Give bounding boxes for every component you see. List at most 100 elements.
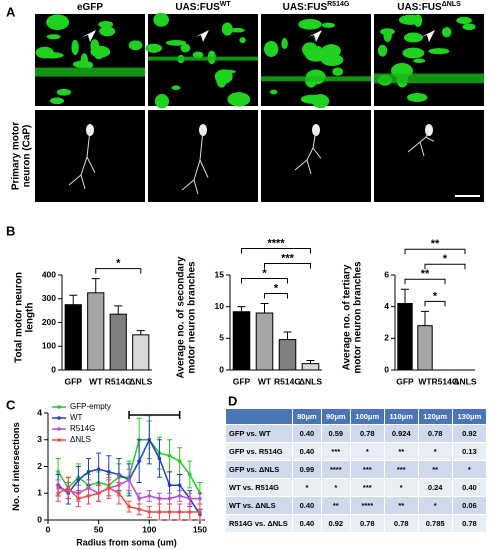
significance-range bbox=[128, 411, 181, 419]
table-cell: * bbox=[451, 460, 488, 479]
point bbox=[137, 507, 141, 512]
bar bbox=[417, 325, 433, 371]
cell-blob bbox=[305, 48, 328, 62]
x-tick-label: 50 bbox=[94, 524, 104, 534]
point bbox=[86, 470, 91, 474]
bar bbox=[64, 304, 82, 371]
cell-blob bbox=[239, 37, 246, 44]
significance-label: * bbox=[443, 253, 448, 265]
cell-blob bbox=[269, 89, 278, 95]
table-cell: 0.40 bbox=[451, 478, 488, 497]
column-label-text: UAS:FUS bbox=[283, 2, 328, 13]
point bbox=[96, 467, 101, 471]
error-bar bbox=[114, 305, 123, 315]
point bbox=[137, 496, 141, 501]
table-cell: * bbox=[320, 478, 351, 497]
table-cell: ** bbox=[383, 496, 419, 515]
y-tick-label: 0 bbox=[37, 514, 42, 524]
label-line: motor neuron branches bbox=[186, 261, 197, 374]
point bbox=[167, 454, 172, 458]
table-row: WT vs. R514G * * *** * 0.24 0.40 bbox=[225, 478, 488, 497]
error-bar bbox=[91, 278, 100, 293]
point bbox=[66, 486, 71, 490]
table-cell: 0.24 bbox=[417, 478, 453, 497]
table-cell: 0.40 bbox=[292, 424, 322, 443]
x-tick-label: 150 bbox=[193, 524, 207, 534]
cell-blob bbox=[462, 23, 476, 31]
column-label: eGFP bbox=[77, 2, 103, 13]
column-label-text: UAS:FUS bbox=[175, 2, 220, 13]
row-label: WT vs. ΔNLS bbox=[225, 496, 293, 515]
significance-label: * bbox=[433, 290, 438, 302]
x-tick-label: GFP bbox=[65, 376, 83, 386]
axon bbox=[294, 129, 322, 175]
point bbox=[157, 496, 162, 501]
column-label-superscript: WT bbox=[220, 1, 232, 8]
point bbox=[127, 478, 131, 482]
table-cell: *** bbox=[320, 442, 351, 461]
cell-blob bbox=[50, 97, 65, 105]
point bbox=[167, 496, 172, 501]
significance-label: ** bbox=[431, 238, 440, 250]
significance-bracket bbox=[424, 263, 466, 270]
point bbox=[117, 491, 121, 496]
significance-bracket bbox=[264, 293, 288, 299]
y-tick-label: 0 bbox=[219, 364, 224, 374]
column-label-superscript: R514G bbox=[327, 1, 350, 8]
x-tick-label: ΔNLS bbox=[453, 376, 476, 386]
y-axis-label: Primary motorneuron (CaP) bbox=[10, 122, 32, 190]
label-line: motor neuron branches bbox=[352, 261, 363, 374]
muscle-band bbox=[261, 76, 371, 82]
table-cell: * bbox=[383, 478, 419, 497]
cell-blob bbox=[403, 32, 424, 43]
table-row: R514G vs. ΔNLS 0.40 0.92 0.78 0.78 0.785 0.78 bbox=[225, 514, 488, 533]
table-cell: 0.78 bbox=[349, 514, 385, 533]
label-line: Average no. of secondary bbox=[175, 256, 186, 378]
point bbox=[56, 491, 60, 496]
point bbox=[86, 494, 91, 498]
cell-blob bbox=[221, 22, 233, 36]
table-cell: 0.40 bbox=[292, 442, 322, 461]
axon bbox=[181, 129, 209, 195]
y-axis-label: Total motor neuronlength bbox=[13, 272, 35, 363]
table-cell: **** bbox=[349, 496, 385, 515]
cell-blob bbox=[298, 19, 322, 30]
legend-label: R514G bbox=[70, 424, 95, 433]
table-cell: 0.13 bbox=[451, 442, 488, 461]
table-cell: 0.78 bbox=[417, 424, 453, 443]
error-bar bbox=[283, 331, 292, 340]
cell-blob bbox=[180, 43, 191, 53]
point bbox=[198, 510, 202, 514]
axon bbox=[407, 129, 435, 157]
cell-blob bbox=[165, 40, 187, 46]
y-tick-label: 0 bbox=[51, 364, 56, 374]
cell-blob bbox=[90, 45, 111, 58]
x-tick-label: WT bbox=[258, 376, 272, 386]
cell-blob bbox=[402, 47, 425, 59]
muscle-band bbox=[374, 73, 484, 84]
cell-blob bbox=[171, 85, 181, 90]
table-cell: 0.785 bbox=[417, 514, 453, 533]
legend-label: ΔNLS bbox=[70, 435, 91, 444]
neuron-image bbox=[374, 110, 484, 202]
significance-label: **** bbox=[267, 237, 285, 249]
bar bbox=[301, 363, 320, 371]
cell-blob bbox=[227, 92, 251, 107]
x-tick-label: 0 bbox=[46, 524, 51, 534]
table-cell: **** bbox=[320, 460, 351, 479]
table-cell: *** bbox=[383, 460, 419, 479]
y-tick-label: 4 bbox=[384, 301, 389, 311]
significance-bracket bbox=[264, 263, 311, 269]
row-label: GFP vs. ΔNLS bbox=[225, 460, 293, 479]
table-cell: ** bbox=[320, 496, 351, 515]
bar bbox=[132, 334, 150, 371]
point bbox=[188, 496, 192, 501]
cell-blob bbox=[145, 43, 162, 53]
column-label-text: UAS:FUS bbox=[397, 2, 442, 13]
significance-label: ** bbox=[421, 268, 430, 280]
label-line: No. of intersections bbox=[11, 422, 22, 511]
label-line: Primary motor bbox=[10, 122, 21, 190]
legend-label: GFP-empty bbox=[70, 402, 111, 411]
cell-blob bbox=[456, 16, 472, 25]
